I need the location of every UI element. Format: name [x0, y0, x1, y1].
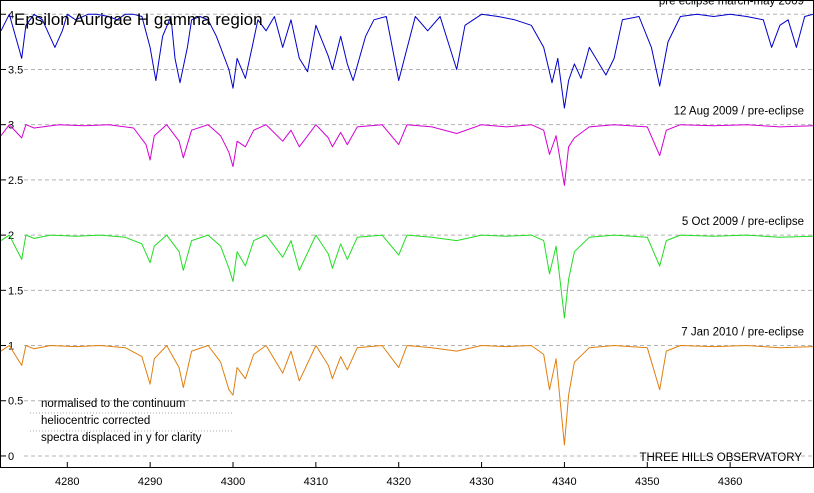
series-label: 5 Oct 2009 / pre-eclipse [682, 216, 804, 228]
y-tick-label: 2 [8, 230, 14, 242]
x-tick-label: 4330 [469, 476, 493, 488]
series-label: pre eclipse march-may 2009 [659, 0, 804, 7]
series-line [0, 345, 814, 446]
x-tick-label: 4350 [635, 476, 659, 488]
x-tick-label: 4360 [718, 476, 742, 488]
x-tick-label: 4340 [552, 476, 576, 488]
grid-layer [24, 13, 812, 457]
observatory-label: THREE HILLS OBSERVATORY [639, 452, 802, 464]
chart-title: Epsilon Aurigae H gamma region [14, 10, 263, 29]
y-tick-label: 3 [8, 120, 14, 132]
y-tick-label: 4 [8, 9, 14, 21]
plot-frame [0, 0, 814, 468]
y-tick-label: 0.5 [8, 396, 23, 408]
series-line [0, 124, 814, 186]
x-axis: 4280 4290 4300 4310 4320 4330 4340 4350 4360 [55, 462, 742, 488]
series-line [0, 234, 814, 319]
y-tick-label: 0 [8, 451, 14, 463]
series-layer [0, 13, 814, 446]
notes-box: normalised to the continuum heliocentric… [30, 398, 232, 444]
note-heliocentric: heliocentric corrected [41, 415, 150, 427]
note-displaced: spectra displaced in y for clarity [41, 432, 202, 444]
series-label: 7 Jan 2010 / pre-eclipse [681, 327, 804, 339]
x-tick-label: 4290 [138, 476, 162, 488]
x-tick-label: 4310 [304, 476, 328, 488]
series-label: 12 Aug 2009 / pre-eclipse [674, 106, 804, 118]
x-tick-label: 4280 [55, 476, 79, 488]
series-line [0, 13, 814, 109]
y-tick-label: 3.5 [8, 64, 23, 76]
y-tick-label: 2.5 [8, 175, 23, 187]
y-tick-label: 1.5 [8, 285, 23, 297]
note-normalised: normalised to the continuum [41, 398, 185, 410]
series-labels: pre eclipse march-may 2009 12 Aug 2009 / … [659, 0, 804, 339]
x-tick-label: 4320 [386, 476, 410, 488]
y-tick-label: 1 [8, 341, 14, 353]
y-axis: 0 0.5 1 1.5 2 2.5 3 3.5 4 [1, 9, 23, 463]
x-tick-label: 4300 [221, 476, 245, 488]
